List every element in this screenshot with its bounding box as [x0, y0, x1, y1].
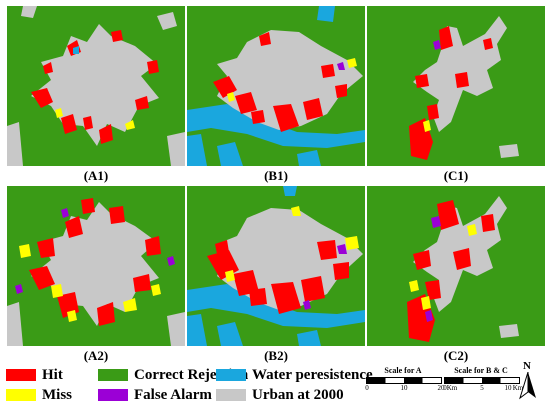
scale-a-tick-1: 10 [400, 384, 408, 392]
north-arrow: N [516, 360, 540, 400]
legend-swatch-false-alarm [98, 389, 128, 401]
scale-a-title: Scale for A [384, 366, 422, 375]
map-panel-c1 [367, 6, 545, 166]
legend-item-water: Water peresistence [216, 366, 373, 384]
map-panel-b2 [187, 186, 365, 346]
map-panel-c2 [367, 186, 545, 346]
panel-label-c2: (C2) [443, 348, 469, 363]
legend-swatch-urban [216, 389, 246, 401]
legend-label-false-alarm: False Alarm [134, 386, 212, 403]
scale-bar-a: Scale for A 0 10 20 Km [362, 366, 457, 394]
legend-item-urban: Urban at 2000 [216, 386, 344, 404]
map-panel-a2 [7, 186, 185, 346]
legend-item-false-alarm: False Alarm [98, 386, 212, 404]
scale-a-unit: Km [446, 384, 458, 392]
legend-swatch-hit [6, 369, 36, 381]
scale-bc-title: Scale for B & C [454, 366, 508, 375]
scale-bc-tick-0: 0 [443, 384, 447, 392]
panel-label-a1: (A1) [83, 168, 109, 183]
map-c1-svg [409, 16, 519, 160]
scale-a-bar [366, 377, 442, 384]
scale-bc-ticks: 0 5 10 Km [440, 384, 524, 394]
scale-bar-bc: Scale for B & C 0 5 10 Km [440, 366, 524, 394]
scale-a-tick-2: 20 [437, 384, 445, 392]
map-panel-a1 [7, 6, 185, 166]
panel-label-a2: (A2) [83, 348, 109, 363]
legend-swatch-water [216, 369, 246, 381]
map-panel-b1 [187, 6, 365, 166]
scale-a-tick-0: 0 [365, 384, 369, 392]
scale-bc-unit: Km [512, 384, 524, 392]
north-arrow-icon [519, 372, 536, 400]
legend-label-hit: Hit [42, 366, 63, 383]
scale-bc-tick-1: 5 [480, 384, 484, 392]
legend-item-hit: Hit [6, 366, 63, 384]
map-c2-svg [407, 196, 519, 342]
scale-bc-bar [444, 377, 520, 384]
map-a1-svg [7, 6, 185, 166]
scale-bc-tick-2: 10 [504, 384, 512, 392]
map-a2-svg [7, 198, 185, 346]
north-label: N [523, 360, 531, 372]
map-legend: Hit Miss Correct Rejection False Alarm W… [0, 358, 550, 406]
panel-label-b1: (B1) [264, 168, 288, 183]
map-b1-svg [187, 6, 365, 166]
scale-a-ticks: 0 10 20 Km [362, 384, 457, 394]
legend-item-miss: Miss [6, 386, 72, 404]
legend-swatch-miss [6, 389, 36, 401]
panel-label-b2: (B2) [264, 348, 288, 363]
legend-label-urban: Urban at 2000 [252, 386, 344, 403]
legend-label-water: Water peresistence [252, 366, 373, 383]
panel-label-c1: (C1) [443, 168, 469, 183]
legend-label-miss: Miss [42, 386, 72, 403]
legend-swatch-correct-rejection [98, 369, 128, 381]
map-b2-svg [187, 186, 365, 346]
